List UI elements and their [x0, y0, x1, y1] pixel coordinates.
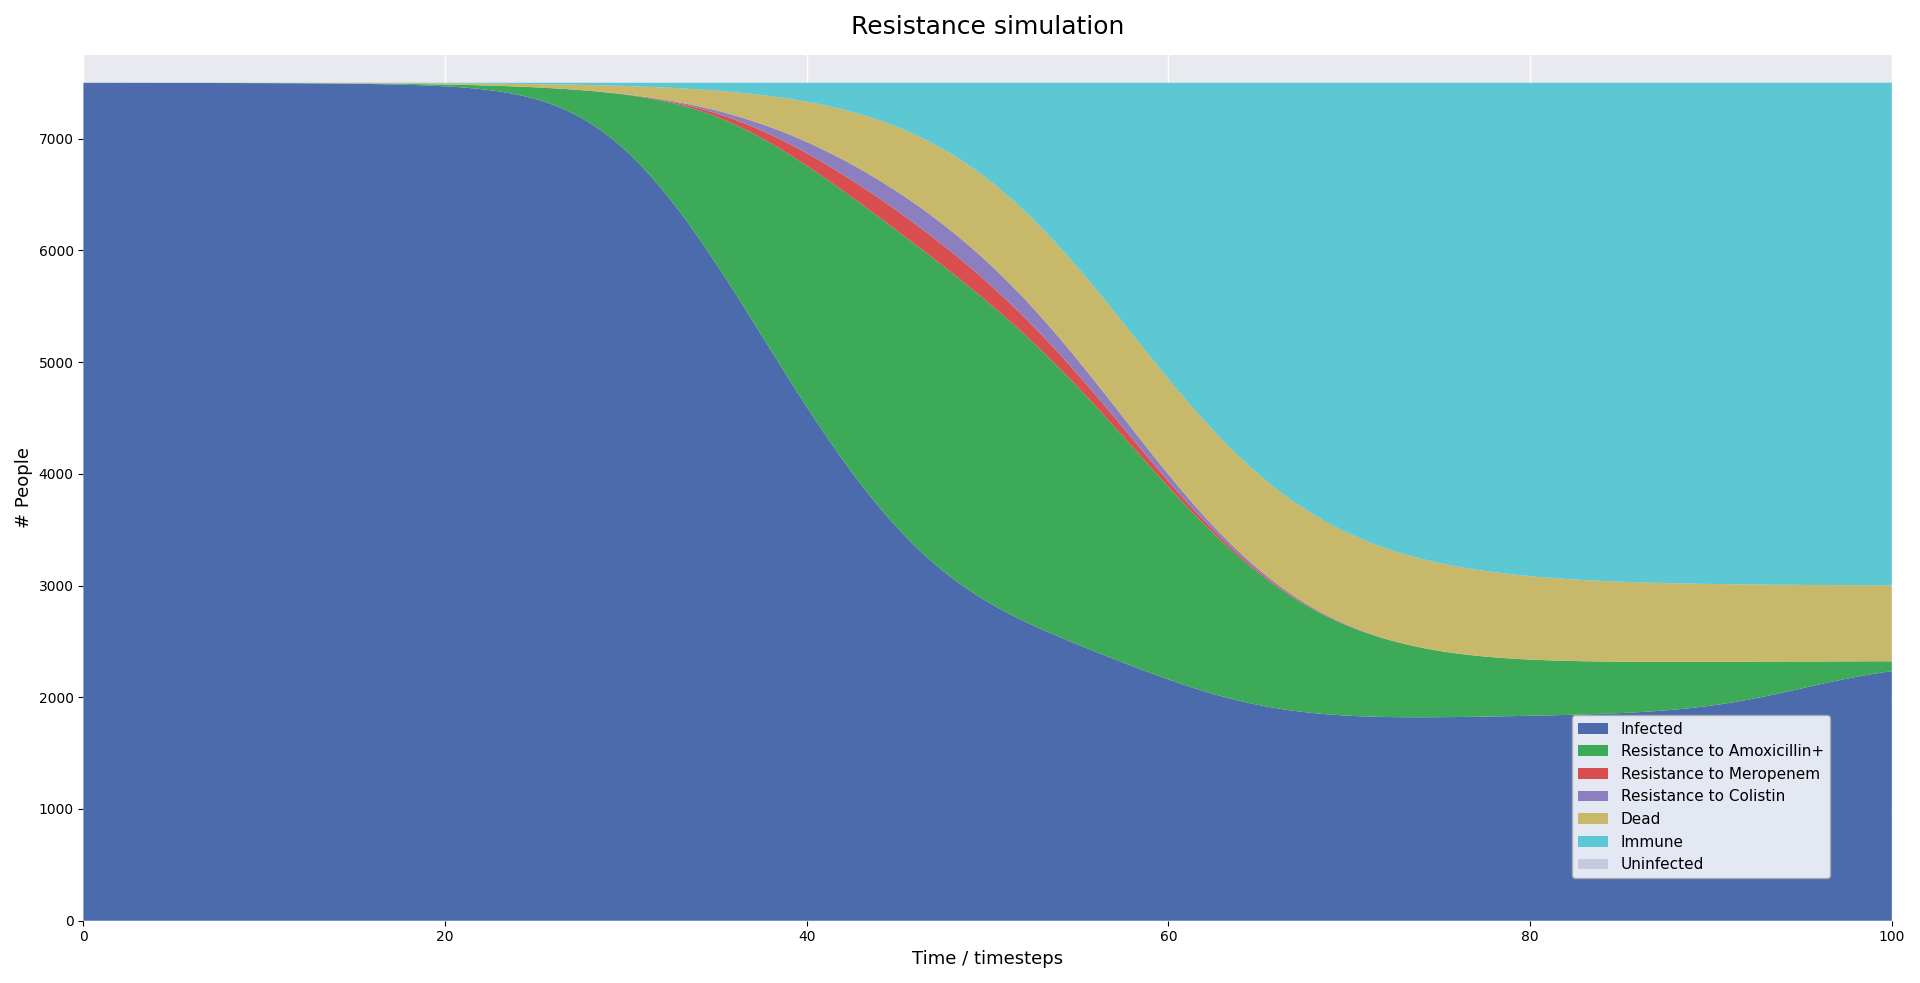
Y-axis label: # People: # People	[15, 447, 33, 528]
Title: Resistance simulation: Resistance simulation	[851, 15, 1125, 39]
X-axis label: Time / timesteps: Time / timesteps	[912, 950, 1064, 968]
Legend: Infected, Resistance to Amoxicillin+, Resistance to Meropenem, Resistance to Col: Infected, Resistance to Amoxicillin+, Re…	[1572, 716, 1830, 879]
